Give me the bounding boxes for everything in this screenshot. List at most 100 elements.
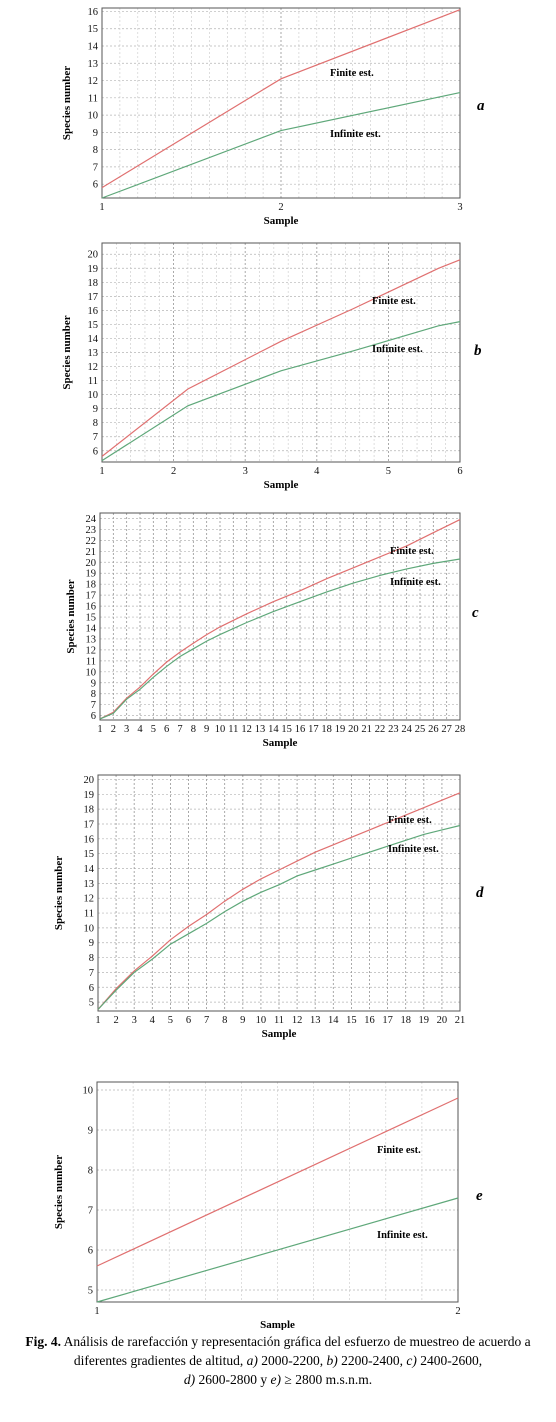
- caption-tag-a: a): [246, 1353, 258, 1368]
- y-tick-label: 13: [86, 634, 97, 645]
- x-tick-label: 11: [274, 1015, 284, 1026]
- y-tick-label: 17: [84, 819, 95, 830]
- series-line-finite: [99, 519, 461, 720]
- x-tick-label: 1: [99, 466, 104, 477]
- y-tick-label: 6: [88, 1246, 93, 1257]
- series-label-infinite: Infinite est.: [377, 1230, 428, 1241]
- x-tick-label: 12: [241, 724, 252, 735]
- plot-frame: [101, 7, 461, 199]
- y-tick-label: 10: [83, 1086, 94, 1097]
- y-tick-label: 7: [88, 1206, 93, 1217]
- x-tick-label: 2: [278, 202, 283, 213]
- series-line-finite: [96, 1097, 459, 1267]
- x-tick-label: 18: [400, 1015, 411, 1026]
- series-line-finite: [101, 9, 461, 189]
- y-tick-label: 5: [88, 1286, 93, 1297]
- y-tick-label: 11: [88, 93, 98, 104]
- y-tick-label: 16: [84, 834, 95, 845]
- y-tick-label: 13: [88, 348, 99, 359]
- x-tick-label: 9: [240, 1015, 245, 1026]
- x-axis-label: Sample: [263, 737, 298, 749]
- x-tick-label: 5: [168, 1015, 173, 1026]
- x-tick-label: 21: [455, 1015, 466, 1026]
- y-tick-label: 14: [88, 42, 99, 53]
- caption-range-d: 2600-2800 y: [195, 1372, 271, 1387]
- x-tick-label: 5: [386, 466, 391, 477]
- x-tick-label: 27: [441, 724, 452, 735]
- y-tick-label: 19: [88, 264, 99, 275]
- x-tick-label: 1: [94, 1306, 99, 1317]
- x-axis-label: Sample: [264, 479, 299, 491]
- y-tick-label: 11: [86, 656, 96, 667]
- x-tick-label: 3: [124, 724, 129, 735]
- x-tick-label: 1: [99, 202, 104, 213]
- x-tick-label: 25: [415, 724, 426, 735]
- y-tick-label: 9: [93, 128, 98, 139]
- y-tick-label: 20: [88, 250, 99, 261]
- series-line-finite: [101, 259, 461, 457]
- y-tick-label: 9: [93, 404, 98, 415]
- panel-letter: c: [472, 605, 479, 621]
- x-tick-label: 22: [375, 724, 386, 735]
- y-tick-label: 20: [84, 775, 95, 786]
- x-tick-label: 15: [346, 1015, 357, 1026]
- x-tick-label: 20: [348, 724, 359, 735]
- y-tick-label: 16: [86, 602, 97, 613]
- plot-frame: [99, 512, 461, 721]
- x-tick-label: 3: [132, 1015, 137, 1026]
- x-tick-label: 24: [401, 724, 412, 735]
- x-tick-label: 15: [281, 724, 292, 735]
- y-tick-label: 14: [86, 624, 97, 635]
- y-tick-label: 13: [88, 59, 99, 70]
- panel-letter: d: [476, 885, 484, 901]
- series-label-finite: Finite est.: [377, 1145, 421, 1156]
- y-axis-label: Species number: [61, 315, 73, 389]
- x-tick-label: 18: [321, 724, 332, 735]
- x-tick-label: 21: [361, 724, 372, 735]
- x-tick-label: 1: [95, 1015, 100, 1026]
- y-tick-label: 8: [93, 418, 98, 429]
- y-tick-label: 8: [89, 953, 94, 964]
- x-tick-label: 17: [308, 724, 319, 735]
- y-tick-label: 10: [88, 390, 99, 401]
- y-tick-label: 8: [93, 145, 98, 156]
- x-tick-label: 4: [137, 724, 143, 735]
- y-tick-label: 9: [88, 1126, 93, 1137]
- x-tick-label: 17: [382, 1015, 393, 1026]
- series-label-finite: Finite est.: [372, 296, 416, 307]
- caption-range-a: 2000-2200,: [257, 1353, 327, 1368]
- x-tick-label: 8: [222, 1015, 227, 1026]
- y-tick-label: 15: [88, 320, 99, 331]
- series-line-infinite: [101, 321, 461, 462]
- y-tick-label: 9: [91, 678, 96, 689]
- x-axis-label: Sample: [264, 215, 299, 227]
- x-tick-label: 6: [164, 724, 169, 735]
- y-tick-label: 6: [93, 446, 98, 457]
- panel-letter: a: [477, 98, 485, 114]
- panel-letter: e: [476, 1188, 483, 1204]
- series-label-infinite: Infinite est.: [388, 844, 439, 855]
- y-tick-label: 20: [86, 558, 97, 569]
- y-tick-label: 12: [84, 894, 95, 905]
- x-tick-label: 2: [113, 1015, 118, 1026]
- y-tick-label: 18: [86, 580, 97, 591]
- x-axis-label: Sample: [260, 1319, 295, 1330]
- y-axis-label: Species number: [53, 856, 65, 930]
- y-tick-label: 12: [88, 362, 99, 373]
- y-tick-label: 6: [91, 711, 96, 722]
- y-tick-label: 14: [88, 334, 99, 345]
- x-tick-label: 19: [335, 724, 346, 735]
- x-tick-label: 4: [150, 1015, 156, 1026]
- x-tick-label: 16: [295, 724, 306, 735]
- caption-range-e: ≥ 2800 m.s.n.m.: [281, 1372, 373, 1387]
- y-tick-label: 19: [86, 569, 97, 580]
- chart-panel-e: 5 6 7 8 9 10 1 2 Sample Species number Finite est.…: [53, 1081, 483, 1330]
- x-tick-label: 8: [191, 724, 196, 735]
- series-line-infinite: [101, 92, 461, 199]
- series-label-finite: Finite est.: [330, 68, 374, 79]
- y-tick-label: 10: [88, 111, 99, 122]
- x-tick-label: 6: [457, 466, 462, 477]
